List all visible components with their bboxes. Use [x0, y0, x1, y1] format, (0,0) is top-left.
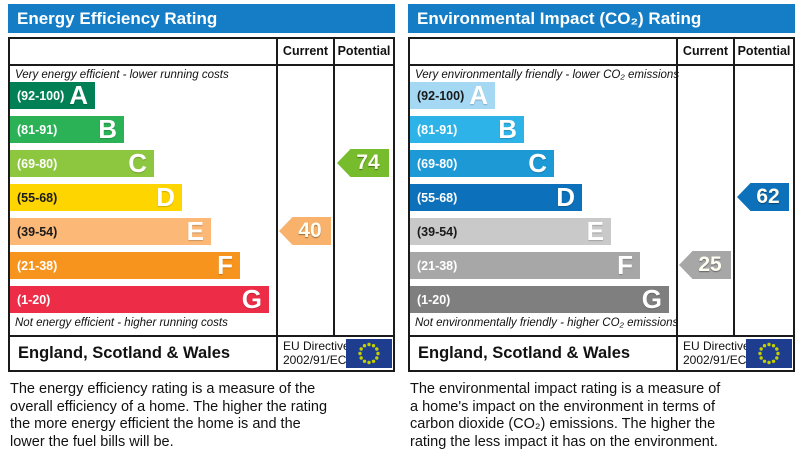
footer-divider: [676, 337, 678, 370]
band-letter: E: [586, 216, 604, 246]
band-letter: B: [98, 114, 117, 144]
band-range-label: (21-38): [417, 258, 458, 273]
top-note: Very energy efficient - lower running co…: [15, 69, 229, 81]
environmental-impact-panel: Environmental Impact (CO₂) Rating Curren…: [408, 4, 795, 450]
band-f: (21-38) F: [10, 252, 240, 279]
current-column-divider: [276, 39, 278, 335]
eu-flag-icon: [346, 339, 392, 368]
eu-directive-label: EU Directive 2002/91/EC: [283, 339, 350, 367]
band-range-label: (92-100): [417, 88, 465, 103]
band-range-label: (39-54): [417, 224, 458, 239]
band-letter: A: [469, 80, 488, 110]
band-letter: G: [241, 284, 262, 314]
band-e: (39-54) E: [10, 218, 211, 245]
band-letter: F: [617, 250, 633, 280]
band-f: (21-38) F: [410, 252, 640, 279]
current-rating-value: 25: [698, 253, 722, 276]
region-label: England, Scotland & Wales: [18, 344, 231, 362]
top-note: Very environmentally friendly - lower CO…: [415, 69, 680, 81]
environmental-impact-caption: The environmental impact rating is a mea…: [410, 381, 721, 450]
band-c: (69-80) C: [10, 150, 154, 177]
band-range-label: (92-100): [17, 88, 65, 103]
current-column-header: Current: [682, 44, 729, 58]
band-g: (1-20) G: [10, 286, 269, 313]
bands-area: Very energy efficient - lower running co…: [10, 66, 393, 335]
band-letter: D: [156, 182, 175, 212]
eu-directive-label: EU Directive 2002/91/EC: [683, 339, 750, 367]
band-letter: C: [128, 148, 147, 178]
band-letter: C: [528, 148, 547, 178]
band-b: (81-91) B: [10, 116, 124, 143]
band-b: (81-91) B: [410, 116, 524, 143]
table-header-row: Current Potential: [10, 39, 393, 66]
band-e: (39-54) E: [410, 218, 611, 245]
energy-efficiency-caption: The energy efficiency rating is a measur…: [10, 381, 328, 450]
current-rating-arrow: 40: [279, 217, 331, 245]
current-rating-value: 40: [298, 219, 322, 242]
band-d: (55-68) D: [410, 184, 582, 211]
band-range-label: (55-68): [417, 190, 458, 205]
band-a: (92-100) A: [10, 82, 95, 109]
table-footer: England, Scotland & Wales EU Directive 2…: [410, 335, 793, 370]
band-letter: E: [186, 216, 204, 246]
bottom-note: Not environmentally friendly - higher CO…: [415, 317, 679, 329]
potential-rating-value: 74: [356, 151, 380, 174]
table-footer: England, Scotland & Wales EU Directive 2…: [10, 335, 393, 370]
band-range-label: (21-38): [17, 258, 58, 273]
rating-table: Current Potential Very energy efficient …: [8, 37, 395, 372]
region-label: England, Scotland & Wales: [418, 344, 631, 362]
band-d: (55-68) D: [10, 184, 182, 211]
footer-divider: [276, 337, 278, 370]
potential-column-header: Potential: [737, 44, 791, 58]
bottom-note: Not energy efficient - higher running co…: [15, 317, 228, 329]
band-letter: D: [556, 182, 575, 212]
potential-rating-arrow: 74: [337, 149, 389, 177]
potential-column-header: Potential: [337, 44, 391, 58]
panel-title: Environmental Impact (CO₂) Rating: [408, 4, 795, 33]
potential-rating-value: 62: [756, 185, 780, 208]
band-c: (69-80) C: [410, 150, 554, 177]
band-range-label: (69-80): [417, 156, 458, 171]
band-range-label: (1-20): [417, 292, 451, 307]
bands-area: Very environmentally friendly - lower CO…: [410, 66, 793, 335]
current-column-divider: [676, 39, 678, 335]
current-column-header: Current: [282, 44, 329, 58]
band-letter: G: [641, 284, 662, 314]
band-range-label: (81-91): [17, 122, 58, 137]
band-letter: B: [498, 114, 517, 144]
current-rating-arrow: 25: [679, 251, 731, 279]
potential-rating-arrow: 62: [737, 183, 789, 211]
eu-flag-icon: [746, 339, 792, 368]
band-range-label: (69-80): [17, 156, 58, 171]
potential-column-divider: [333, 39, 335, 335]
band-range-label: (39-54): [17, 224, 58, 239]
band-range-label: (55-68): [17, 190, 58, 205]
potential-column-divider: [733, 39, 735, 335]
band-range-label: (1-20): [17, 292, 51, 307]
band-letter: A: [69, 80, 88, 110]
band-range-label: (81-91): [417, 122, 458, 137]
band-a: (92-100) A: [410, 82, 495, 109]
rating-table: Current Potential Very environmentally f…: [408, 37, 795, 372]
table-header-row: Current Potential: [410, 39, 793, 66]
band-g: (1-20) G: [410, 286, 669, 313]
energy-efficiency-panel: Energy Efficiency Rating Current Potenti…: [8, 4, 395, 450]
band-letter: F: [217, 250, 233, 280]
panel-title: Energy Efficiency Rating: [8, 4, 395, 33]
